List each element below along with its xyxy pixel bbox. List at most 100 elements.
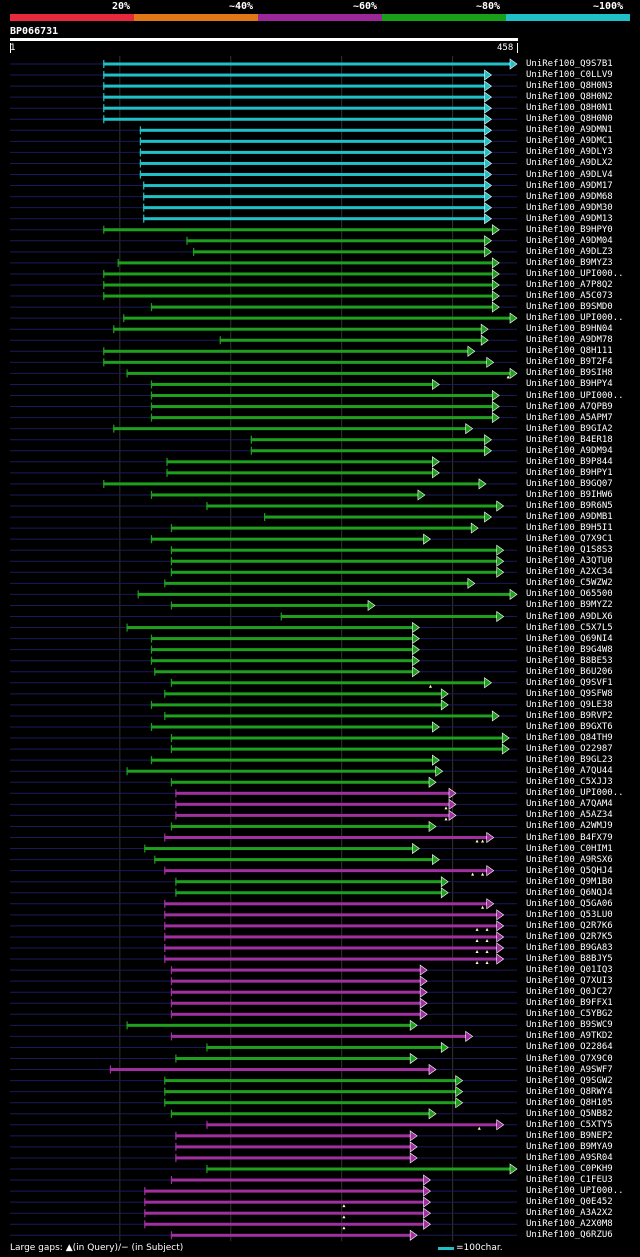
hit-label[interactable]: UniRef100_B9MYA9	[526, 1141, 613, 1152]
hit-row[interactable]	[10, 1229, 517, 1241]
hit-row[interactable]	[10, 400, 517, 413]
hit-row[interactable]	[10, 1152, 517, 1164]
hit-row[interactable]	[10, 312, 518, 324]
alignment-bar[interactable]	[164, 581, 469, 585]
alignment-bar[interactable]	[170, 1112, 431, 1116]
hit-row[interactable]	[10, 1019, 517, 1031]
hit-label[interactable]: UniRef100_B9MYZ3	[526, 257, 613, 268]
hit-label[interactable]: UniRef100_A3QTU0	[526, 556, 613, 567]
alignment-bar[interactable]	[103, 62, 511, 66]
hit-label[interactable]: UniRef100_Q84TH9	[526, 733, 613, 744]
hit-row[interactable]	[10, 146, 517, 158]
alignment-bar[interactable]	[219, 338, 483, 342]
alignment-bar[interactable]	[170, 747, 504, 751]
hit-label[interactable]: UniRef100_UPI000..	[526, 313, 624, 324]
alignment-bar[interactable]	[109, 1068, 431, 1072]
hit-label[interactable]: UniRef100_A9DLZ3	[526, 246, 613, 257]
hit-label[interactable]: UniRef100_C5XJJ3	[526, 777, 613, 788]
alignment-bar[interactable]	[150, 725, 434, 729]
hit-label[interactable]: UniRef100_A9DLX6	[526, 611, 613, 622]
alignment-bar[interactable]	[164, 957, 498, 961]
alignment-bar[interactable]	[175, 891, 443, 895]
hit-row[interactable]	[10, 544, 517, 556]
hit-row[interactable]	[10, 478, 517, 490]
hit-label[interactable]: UniRef100_C5XTY5	[526, 1119, 613, 1130]
hit-label[interactable]: UniRef100_A9DLV4	[526, 169, 613, 180]
hit-row[interactable]	[10, 1008, 517, 1020]
hit-label[interactable]: UniRef100_Q5GA06	[526, 898, 613, 909]
alignment-bar[interactable]	[103, 272, 494, 276]
hit-label[interactable]: UniRef100_A9DLY3	[526, 147, 613, 158]
hit-row[interactable]	[10, 621, 517, 634]
hit-row[interactable]	[10, 743, 517, 755]
hit-row[interactable]	[10, 334, 517, 346]
hit-row[interactable]	[10, 787, 517, 799]
hit-label[interactable]: UniRef100_B9SMD0	[526, 302, 613, 313]
hit-row[interactable]	[10, 809, 517, 821]
hit-label[interactable]: UniRef100_A9TKD2	[526, 1031, 613, 1042]
hit-label[interactable]: UniRef100_A7QU44	[526, 766, 613, 777]
hit-row[interactable]	[10, 1218, 517, 1230]
alignment-bar[interactable]	[144, 1222, 425, 1226]
alignment-bar[interactable]	[175, 791, 450, 795]
alignment-bar[interactable]	[164, 1101, 457, 1105]
alignment-bar[interactable]	[170, 548, 498, 552]
hit-label[interactable]: UniRef100_A9DMB1	[526, 512, 613, 523]
hit-row[interactable]	[10, 997, 517, 1009]
hit-label[interactable]: UniRef100_Q9M1B0	[526, 876, 613, 887]
hit-label[interactable]: UniRef100_Q2R7K6	[526, 920, 613, 931]
hit-label[interactable]: UniRef100_A9DM30	[526, 202, 613, 213]
hit-row[interactable]	[10, 677, 517, 689]
alignment-bar[interactable]	[150, 758, 434, 762]
hit-row[interactable]	[10, 268, 517, 280]
alignment-bar[interactable]	[144, 1200, 425, 1204]
hit-label[interactable]: UniRef100_C5WZW2	[526, 578, 613, 589]
alignment-bar[interactable]	[206, 504, 498, 508]
alignment-bar[interactable]	[113, 327, 483, 331]
hit-label[interactable]: UniRef100_Q7X9C1	[526, 534, 613, 545]
hit-row[interactable]	[10, 367, 518, 379]
hit-row[interactable]	[10, 699, 517, 711]
alignment-bar[interactable]	[126, 371, 511, 375]
hit-label[interactable]: UniRef100_Q5NB82	[526, 1108, 613, 1119]
hit-row[interactable]	[10, 776, 517, 788]
hit-row[interactable]	[10, 964, 517, 976]
hit-row[interactable]	[10, 1052, 517, 1065]
hit-label[interactable]: UniRef100_A2XC34	[526, 567, 613, 578]
hit-row[interactable]	[10, 1196, 517, 1208]
hit-label[interactable]: UniRef100_O65500	[526, 589, 613, 600]
hit-label[interactable]: UniRef100_Q2R7K5	[526, 931, 613, 942]
hit-row[interactable]	[10, 80, 517, 92]
hit-row[interactable]	[10, 135, 517, 147]
alignment-bar[interactable]	[206, 1167, 512, 1171]
hit-label[interactable]: UniRef100_A7QPB9	[526, 401, 613, 412]
hit-label[interactable]: UniRef100_Q9LE38	[526, 699, 613, 710]
alignment-bar[interactable]	[170, 1012, 422, 1016]
hit-label[interactable]: UniRef100_Q8H105	[526, 1097, 613, 1108]
hit-row[interactable]	[10, 710, 517, 722]
hit-label[interactable]: UniRef100_A9DM78	[526, 335, 613, 346]
hit-row[interactable]	[10, 633, 517, 645]
alignment-bar[interactable]	[103, 294, 494, 298]
hit-row[interactable]	[10, 246, 517, 258]
alignment-bar[interactable]	[170, 1034, 467, 1038]
alignment-bar[interactable]	[154, 858, 434, 862]
hit-label[interactable]: UniRef100_A5AZ34	[526, 810, 613, 821]
alignment-bar[interactable]	[170, 1233, 412, 1237]
alignment-bar[interactable]	[164, 1079, 457, 1083]
hit-label[interactable]: UniRef100_A7P8Q2	[526, 280, 613, 290]
hit-label[interactable]: UniRef100_B9HN04	[526, 324, 613, 335]
hit-row[interactable]	[10, 610, 517, 623]
alignment-bar[interactable]	[137, 592, 511, 596]
alignment-bar[interactable]	[170, 603, 369, 607]
alignment-bar[interactable]	[103, 283, 494, 287]
hit-row[interactable]	[10, 1185, 517, 1197]
hit-row[interactable]	[10, 986, 517, 998]
hit-label[interactable]: UniRef100_B9GXT6	[526, 722, 613, 732]
hit-label[interactable]: UniRef100_B9GA83	[526, 943, 613, 953]
hit-row[interactable]	[10, 909, 517, 921]
hit-label[interactable]: UniRef100_B9P844	[526, 456, 613, 467]
hit-row[interactable]	[10, 1030, 517, 1042]
alignment-bar[interactable]	[175, 813, 450, 817]
hit-label[interactable]: UniRef100_B8BJY5	[526, 954, 613, 965]
